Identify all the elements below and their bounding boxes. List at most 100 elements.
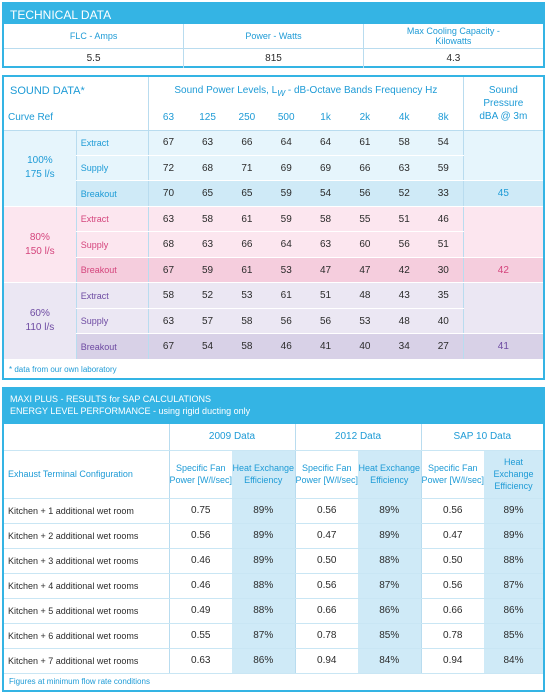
sfp-header: Specific Fan Power [W/l/sec] [294, 450, 358, 499]
maxi-plus-panel: MAXI PLUS - RESULTS for SAP CALCULATIONS… [2, 387, 545, 692]
cooling-value: 4.3 [446, 52, 461, 64]
cell: 68 [148, 231, 188, 258]
cell: 0.63 [168, 648, 232, 675]
table-row: Kitchen + 1 additional wet room 0.75 89%… [4, 498, 544, 524]
cell: 63 [305, 231, 346, 258]
curve-flow: 110 l/s [25, 322, 55, 334]
table-row: 80% 150 l/s Extract 63 58 61 59 58 55 51… [4, 206, 543, 284]
cell: 84% [358, 648, 421, 675]
cell: 89% [232, 548, 295, 574]
cell: 61 [266, 282, 306, 309]
row-label: Extract [75, 130, 149, 157]
hee-header: Heat Exchange Efficiency [232, 450, 295, 499]
curve-pct: 100% [27, 155, 53, 167]
cell: 88% [484, 548, 544, 574]
sound-pressure-header: Sound Pressure dBA @ 3m [462, 77, 543, 131]
cell: 72 [148, 155, 188, 182]
cell: 0.66 [294, 598, 358, 624]
cell: 0.46 [168, 573, 232, 599]
pressure-value: 42 [462, 257, 543, 284]
cell: 58 [227, 333, 267, 360]
technical-data-table: FLC - Amps Power - Watts Max Cooling Cap… [4, 24, 543, 68]
table-row: 100% 175 l/s Extract 67 63 66 64 64 61 5… [4, 130, 543, 207]
cell: 0.55 [168, 623, 232, 649]
cell: 33 [423, 180, 464, 207]
cell: 87% [484, 573, 544, 599]
sfp-header: Specific Fan Power [W/l/sec] [168, 450, 232, 499]
cell: 46 [266, 333, 306, 360]
table-row: Kitchen + 2 additional wet rooms 0.56 89… [4, 523, 544, 549]
curve-80: 80% 150 l/s [4, 206, 77, 284]
sound-data-title: SOUND DATA* [10, 85, 85, 98]
row-label: Kitchen + 4 additional wet rooms [4, 573, 169, 599]
maxi-header: MAXI PLUS - RESULTS for SAP CALCULATIONS… [4, 389, 543, 424]
cell: 58 [384, 130, 424, 157]
cell: 46 [423, 206, 464, 233]
cell: 0.47 [420, 523, 484, 549]
cell: 88% [232, 573, 295, 599]
cell: 64 [305, 130, 346, 157]
period-2009: 2009 Data [168, 424, 295, 451]
cell: 58 [305, 206, 346, 233]
table-row: Breakout 70 65 65 59 54 56 52 33 45 [4, 180, 543, 207]
maxi-title-1: MAXI PLUS - RESULTS for SAP CALCULATIONS [10, 394, 212, 404]
cell: 55 [345, 206, 385, 233]
cell: 58 [148, 282, 188, 309]
cell: 0.50 [420, 548, 484, 574]
band-250: 250 [238, 112, 256, 124]
cell: 0.56 [294, 498, 358, 524]
row-label: Kitchen + 7 additional wet rooms [4, 648, 169, 675]
curve-60: 60% 110 l/s [4, 282, 77, 360]
row-label: Breakout [75, 333, 149, 360]
cell: 67 [148, 130, 188, 157]
cell: 69 [305, 155, 346, 182]
sfp-header: Specific Fan Power [W/l/sec] [420, 450, 484, 499]
table-row: Breakout 67 54 58 46 41 40 34 27 41 [4, 333, 543, 360]
cell: 86% [358, 598, 421, 624]
cell: 89% [484, 498, 544, 524]
cell: 89% [232, 523, 295, 549]
cell: 88% [232, 598, 295, 624]
sound-pressure-l2: Pressure [483, 97, 524, 109]
band-4k: 4k [398, 112, 410, 124]
row-label: Breakout [75, 257, 149, 284]
cell: 47 [305, 257, 346, 284]
cell: 63 [384, 155, 424, 182]
table-row: Kitchen + 5 additional wet rooms 0.49 88… [4, 598, 544, 624]
table-row: Kitchen + 7 additional wet rooms 0.63 86… [4, 648, 544, 675]
cell: 0.94 [294, 648, 358, 675]
band-8k: 8k [438, 112, 449, 124]
pressure-value: 45 [462, 180, 543, 207]
cell: 61 [345, 130, 385, 157]
cell: 58 [227, 308, 267, 335]
cooling-label: Max Cooling Capacity - Kilowatts [363, 24, 543, 49]
pressure-blank [462, 206, 543, 258]
cell: 89% [358, 523, 421, 549]
cell: 43 [384, 282, 424, 309]
cell: 68 [187, 155, 228, 182]
table-row: Supply 63 57 58 56 56 53 48 40 [4, 308, 543, 335]
table-row: Kitchen + 3 additional wet rooms 0.46 89… [4, 548, 544, 574]
cell: 59 [266, 206, 306, 233]
band-63: 63 [148, 105, 188, 131]
table-row: Supply 68 63 66 64 63 60 56 51 [4, 231, 543, 258]
sound-footnote: * data from our own laboratory [9, 365, 117, 374]
cell: 67 [148, 257, 188, 284]
cell: 60 [345, 231, 385, 258]
band-500: 500 [277, 112, 295, 124]
band-2k: 2k [359, 112, 371, 124]
cell: 54 [423, 130, 464, 157]
sap-table: 2009 Data 2012 Data SAP 10 Data Exhaust … [4, 424, 544, 675]
sound-power-sub: W [277, 87, 286, 98]
cell: 0.46 [168, 548, 232, 574]
cell: 53 [345, 308, 385, 335]
power-label: Power - Watts [183, 24, 364, 49]
cell: 65 [187, 180, 228, 207]
cell: 0.56 [294, 573, 358, 599]
cell: 66 [227, 231, 267, 258]
row-label: Breakout [75, 180, 149, 207]
sound-data-panel: SOUND DATA* Sound Power Levels, LW - dB-… [2, 75, 545, 380]
cell: 0.75 [168, 498, 232, 524]
cell: 41 [305, 333, 346, 360]
row-label: Kitchen + 6 additional wet rooms [4, 623, 169, 649]
